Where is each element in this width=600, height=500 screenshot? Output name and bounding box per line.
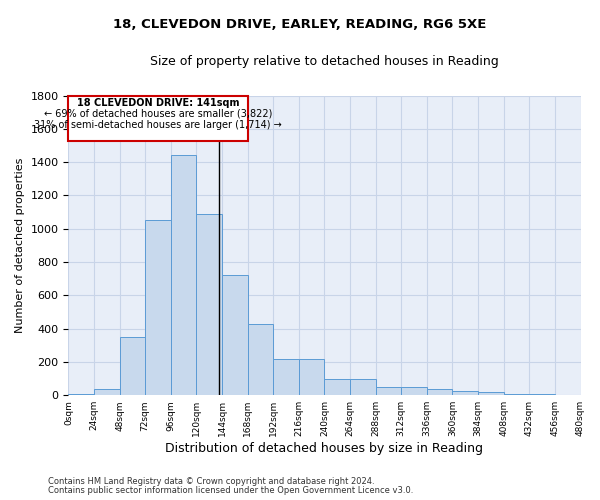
Text: Contains HM Land Registry data © Crown copyright and database right 2024.: Contains HM Land Registry data © Crown c… xyxy=(48,477,374,486)
Bar xyxy=(196,214,222,395)
Text: 18, CLEVEDON DRIVE, EARLEY, READING, RG6 5XE: 18, CLEVEDON DRIVE, EARLEY, READING, RG6… xyxy=(113,18,487,30)
Bar xyxy=(222,274,248,395)
FancyBboxPatch shape xyxy=(68,96,248,140)
Bar xyxy=(171,156,196,395)
Title: Size of property relative to detached houses in Reading: Size of property relative to detached ho… xyxy=(150,55,499,68)
Bar xyxy=(478,392,503,395)
Bar xyxy=(145,220,171,395)
Text: 18 CLEVEDON DRIVE: 141sqm: 18 CLEVEDON DRIVE: 141sqm xyxy=(77,98,239,108)
Bar xyxy=(376,387,401,395)
Text: ← 69% of detached houses are smaller (3,822): ← 69% of detached houses are smaller (3,… xyxy=(44,109,272,119)
Bar xyxy=(68,394,94,395)
Bar xyxy=(273,360,299,395)
Y-axis label: Number of detached properties: Number of detached properties xyxy=(15,158,25,333)
Bar xyxy=(248,324,273,395)
Text: 31% of semi-detached houses are larger (1,714) →: 31% of semi-detached houses are larger (… xyxy=(34,120,282,130)
Bar xyxy=(325,378,350,395)
Bar xyxy=(452,390,478,395)
Bar xyxy=(94,390,119,395)
Bar xyxy=(401,387,427,395)
X-axis label: Distribution of detached houses by size in Reading: Distribution of detached houses by size … xyxy=(166,442,484,455)
Bar xyxy=(503,394,529,395)
Bar xyxy=(350,378,376,395)
Bar xyxy=(427,388,452,395)
Bar xyxy=(529,394,555,395)
Text: Contains public sector information licensed under the Open Government Licence v3: Contains public sector information licen… xyxy=(48,486,413,495)
Bar xyxy=(299,360,325,395)
Bar xyxy=(119,337,145,395)
